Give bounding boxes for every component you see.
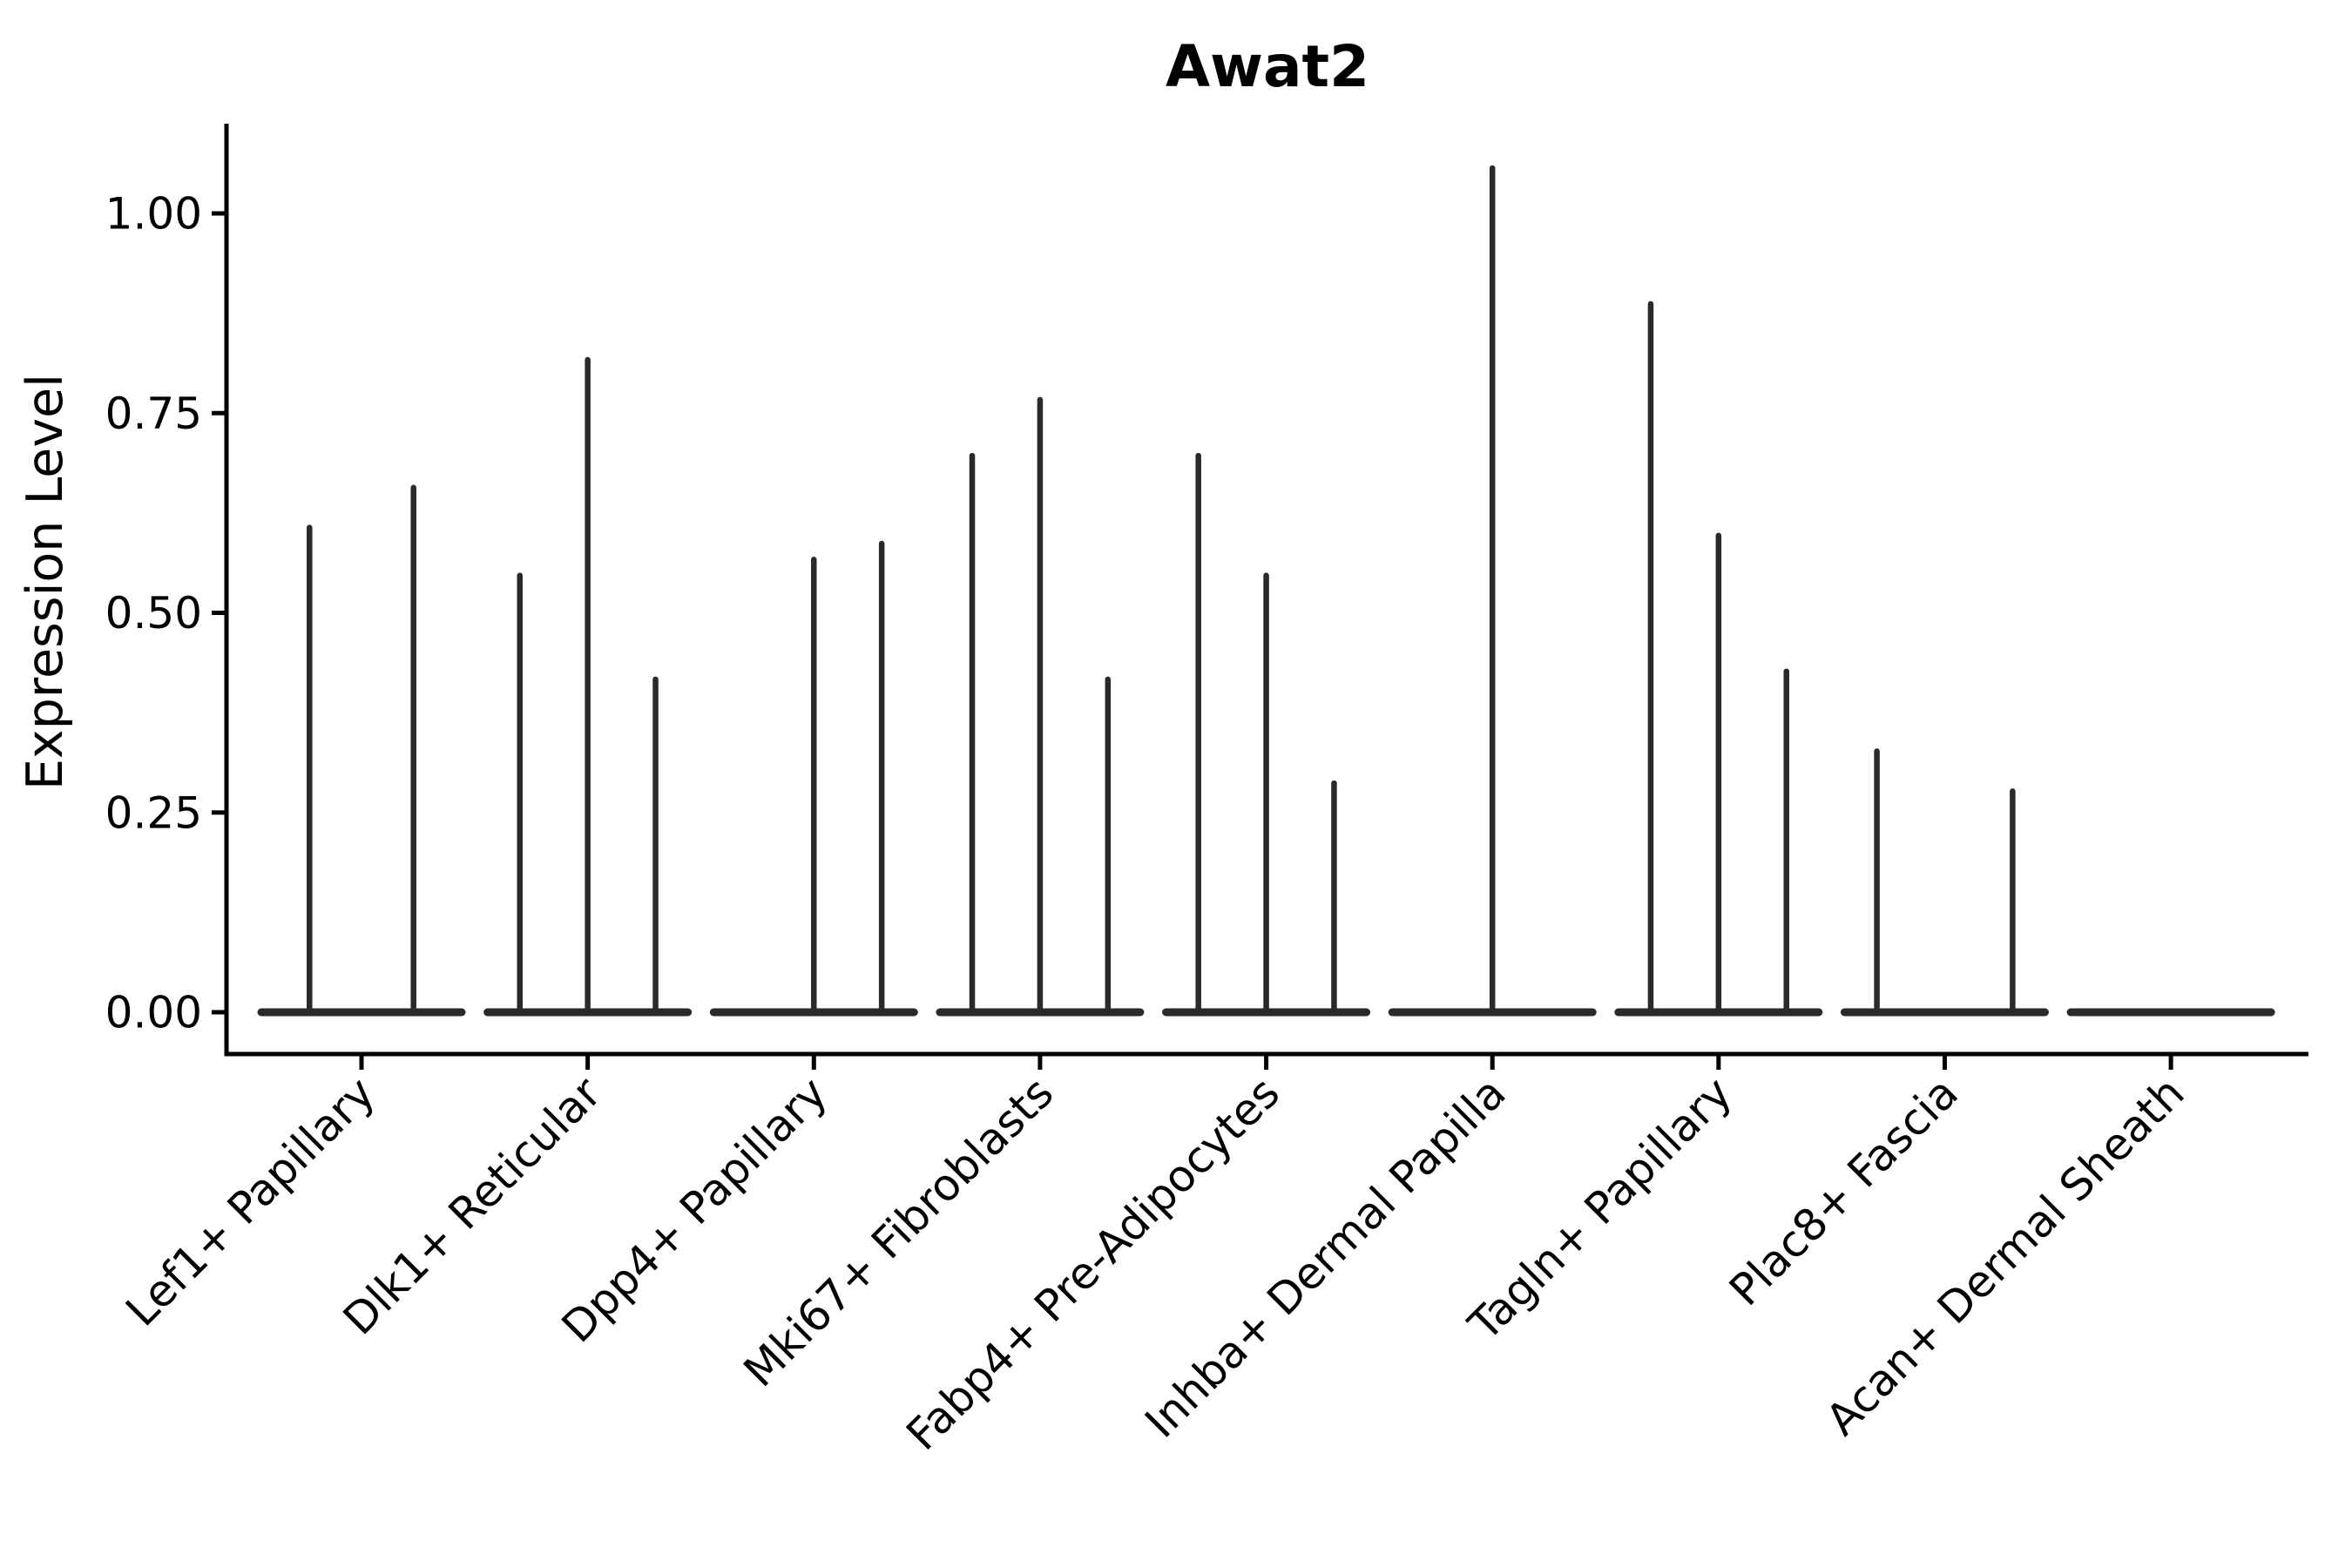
x-tick-label: Acan+ Dermal Sheath <box>1816 1067 2194 1445</box>
x-tick-label: Plac8+ Fascia <box>1720 1067 1968 1315</box>
y-tick-label: 0.50 <box>105 588 202 639</box>
y-axis-title: Expression Level <box>17 374 74 790</box>
y-tick-label: 0.25 <box>105 787 202 838</box>
chart-title: Awat2 <box>1165 33 1370 100</box>
y-tick-label: 0.75 <box>105 389 202 439</box>
x-tick-label: Fabp4+ Pre-Adipocytes <box>897 1067 1290 1460</box>
y-tick-label: 1.00 <box>105 189 202 240</box>
y-tick-label: 0.00 <box>105 988 202 1038</box>
x-tick-label: Lef1+ Papillary <box>116 1067 384 1335</box>
x-tick-label: Inhba+ Dermal Papilla <box>1135 1067 1515 1447</box>
